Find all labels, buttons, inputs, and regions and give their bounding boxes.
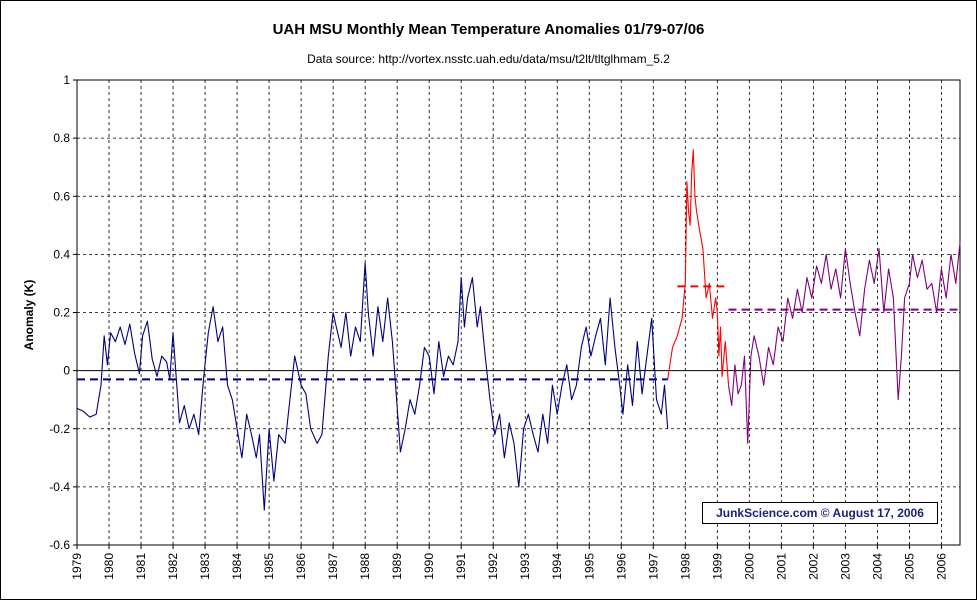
x-tick-label: 1979 xyxy=(70,553,84,580)
x-tick-label: 1991 xyxy=(454,553,468,580)
x-tick-label: 2001 xyxy=(774,553,788,580)
x-tick-label: 1989 xyxy=(390,553,404,580)
x-tick-label: 1988 xyxy=(358,553,372,580)
y-tick-label: 0.8 xyxy=(53,131,70,145)
credit-annotation: JunkScience.com © August 17, 2006 xyxy=(702,502,938,524)
x-tick-label: 2006 xyxy=(934,553,948,580)
series-line-1 xyxy=(76,262,669,511)
y-tick-label: 1 xyxy=(63,73,70,87)
x-tick-label: 1982 xyxy=(166,553,180,580)
y-tick-label: 0.4 xyxy=(53,247,70,261)
x-tick-label: 1998 xyxy=(678,553,692,580)
series-layer xyxy=(76,149,961,511)
mean-layer xyxy=(77,285,960,381)
x-tick-label: 1986 xyxy=(294,553,308,580)
x-tick-label: 1980 xyxy=(102,553,116,580)
series-line-3 xyxy=(727,242,961,444)
x-tick-label: 2000 xyxy=(742,553,756,580)
x-tick-label: 2003 xyxy=(838,553,852,580)
x-tick-label: 1993 xyxy=(518,553,532,580)
x-tick-label: 2005 xyxy=(902,553,916,580)
y-tick-label: -0.4 xyxy=(49,480,70,494)
x-tick-label: 2004 xyxy=(870,553,884,580)
x-tick-label: 1995 xyxy=(582,553,596,580)
x-tick-label: 1984 xyxy=(230,553,244,580)
x-tick-label: 1983 xyxy=(198,553,212,580)
x-tick-label: 1992 xyxy=(486,553,500,580)
y-tick-label: -0.2 xyxy=(49,422,70,436)
y-tick-label: -0.6 xyxy=(49,538,70,552)
x-tick-label: 1987 xyxy=(326,553,340,580)
y-tick-label: 0 xyxy=(63,364,70,378)
x-tick-label: 1985 xyxy=(262,553,276,580)
x-tick-label: 1990 xyxy=(422,553,436,580)
x-tick-label: 1994 xyxy=(550,553,564,580)
x-tick-label: 1997 xyxy=(646,553,660,580)
y-tick-label: 0.6 xyxy=(53,189,70,203)
y-tick-label: 0.2 xyxy=(53,306,70,320)
series-line-2 xyxy=(667,149,730,386)
x-tick-label: 1981 xyxy=(134,553,148,580)
chart-title: UAH MSU Monthly Mean Temperature Anomali… xyxy=(272,21,705,38)
axis-layer xyxy=(73,79,961,549)
chart-subtitle: Data source: http://vortex.nsstc.uah.edu… xyxy=(307,52,670,66)
x-tick-label: 1996 xyxy=(614,553,628,580)
x-tick-label: 1999 xyxy=(710,553,724,580)
grid-layer xyxy=(77,80,960,545)
x-tick-label: 2002 xyxy=(806,553,820,580)
